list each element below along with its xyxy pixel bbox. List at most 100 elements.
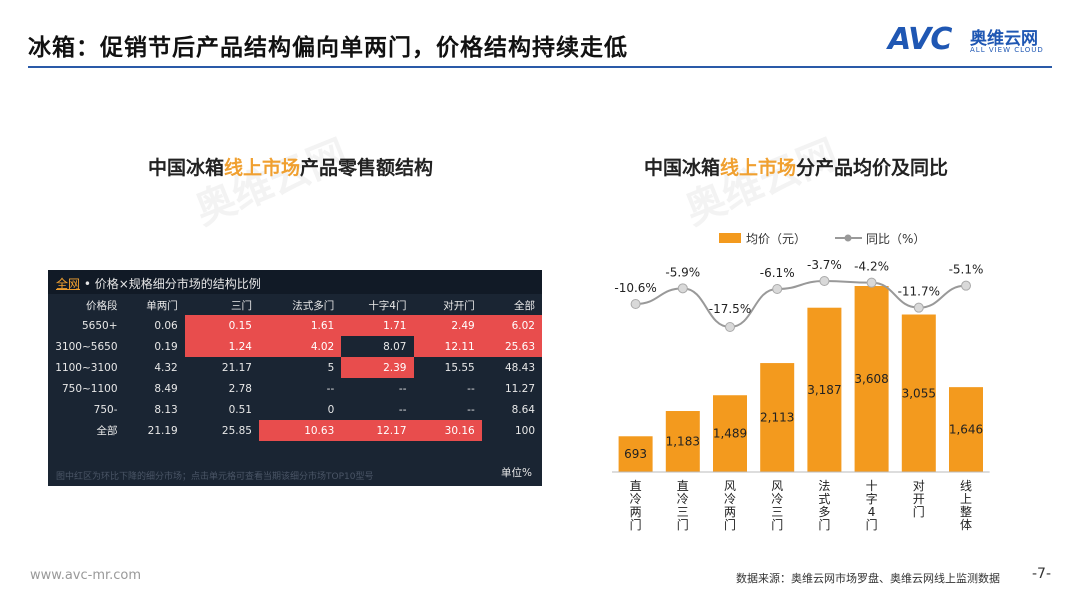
table-cell[interactable]: 15.55	[444, 361, 475, 374]
table-cell[interactable]: 12.11	[413, 336, 482, 357]
logo-cn: 奥维云网	[970, 29, 1038, 49]
table-cell[interactable]: 0.51	[228, 403, 252, 416]
bar-value-label: 3,608	[854, 372, 888, 386]
all-network-link[interactable]: 全网	[56, 277, 81, 291]
bar	[949, 387, 983, 472]
logo-en: ALL VIEW CLOUD	[970, 46, 1044, 54]
legend-label-bar: 均价（元）	[746, 232, 806, 246]
yoy-label: -10.6%	[614, 281, 656, 295]
yoy-label: -11.7%	[898, 285, 940, 299]
bar-value-label: 1,646	[949, 423, 983, 437]
table-cell[interactable]: 100	[514, 424, 535, 437]
table-row: 750~1100 8.49 2.78 -- -- -- 11.27	[48, 378, 542, 399]
avc-logo: AVC 奥维云网 ALL VIEW CLOUD	[888, 22, 1060, 60]
title-pre: 中国冰箱	[644, 157, 721, 179]
table-header-row: 价格段 单两门 三门 法式多门 十字4门 对开门 全部	[48, 295, 542, 315]
slide-title: 冰箱：促销节后产品结构偏向单两门，价格结构持续走低	[28, 35, 628, 61]
bar	[760, 363, 795, 472]
table-cell[interactable]: 0	[327, 403, 335, 416]
bar-value-label: 1,183	[666, 435, 700, 449]
table-cell[interactable]: 8.49	[154, 382, 178, 395]
footer-source: 数据来源：奥维云网市场罗盘、奥维云网线上监测数据	[736, 572, 1000, 585]
column-header: 十字4门	[368, 299, 407, 312]
table-cell[interactable]: --	[326, 382, 335, 395]
table-cell[interactable]: 21.17	[221, 361, 252, 374]
bar	[665, 411, 700, 472]
title-rule	[28, 66, 1052, 68]
table-cell[interactable]: 25.63	[481, 336, 542, 357]
table-cell[interactable]: 0.19	[154, 340, 178, 353]
table-unit: 单位%	[501, 467, 532, 479]
table-cell[interactable]: 8.64	[511, 403, 535, 416]
row-label: 3100~5650	[55, 340, 118, 353]
yoy-label: -17.5%	[709, 302, 751, 316]
bar	[901, 314, 936, 472]
table-cell[interactable]: 25.85	[221, 424, 252, 437]
bar	[807, 307, 842, 472]
category-label: 风冷三门	[771, 479, 783, 532]
yoy-label: -4.2%	[854, 260, 889, 274]
table-cell[interactable]: 30.16	[413, 420, 482, 441]
table-cell[interactable]: --	[398, 382, 407, 395]
column-header: 价格段	[86, 299, 118, 312]
title-highlight: 线上市场	[720, 157, 797, 179]
bar-value-label: 3,187	[807, 383, 841, 397]
table-cell[interactable]: 2.49	[413, 315, 482, 336]
bar	[854, 286, 889, 472]
title-highlight: 线上市场	[224, 157, 301, 179]
table-cell[interactable]: 10.63	[258, 420, 342, 441]
table-cell[interactable]: --	[467, 382, 475, 395]
bar-value-label: 2,113	[760, 411, 794, 425]
column-header: 全部	[514, 299, 535, 312]
table-cell[interactable]: 2.39	[341, 357, 414, 378]
table-cell[interactable]: 21.19	[147, 424, 178, 437]
table-cell[interactable]: 8.13	[154, 403, 178, 416]
yoy-point	[961, 280, 971, 291]
title-post: 分产品均价及同比	[796, 157, 949, 179]
category-label: 线上整体	[960, 479, 972, 532]
table-cell[interactable]: 0.06	[154, 319, 178, 332]
table-cell[interactable]: 12.17	[341, 420, 414, 441]
yoy-label: -6.1%	[760, 266, 795, 280]
table-cell[interactable]: 1.24	[184, 336, 259, 357]
category-label: 法式多门	[818, 479, 830, 532]
panel-header: 全网 • 价格×规格细分市场的结构比例	[48, 270, 542, 294]
row-label: 750~1100	[61, 382, 118, 395]
footer-url[interactable]: www.avc-mr.com	[30, 568, 142, 583]
table-row: 3100~5650 0.19 1.24 4.02 8.07 12.11 25.63	[48, 336, 542, 357]
legend-swatch-bar	[719, 233, 741, 243]
yoy-point	[725, 322, 735, 332]
table-cell[interactable]: 1.61	[258, 315, 342, 336]
yoy-point	[913, 302, 924, 313]
yoy-point	[819, 276, 830, 286]
yoy-point	[677, 283, 688, 294]
table-cell[interactable]: 5	[327, 361, 335, 374]
structure-table: 价格段 单两门 三门 法式多门 十字4门 对开门 全部 5650+ 0.06 0.15 1.61 1.…	[48, 295, 542, 441]
yoy-label: -5.1%	[949, 263, 984, 277]
table-cell[interactable]: --	[398, 403, 407, 416]
column-header: 法式多门	[292, 299, 335, 312]
table-cell[interactable]: 4.32	[154, 361, 178, 374]
bar-value-label: 1,489	[713, 427, 747, 441]
table-cell[interactable]: --	[467, 403, 475, 416]
category-label: 对开门	[913, 479, 925, 519]
row-label: 750-	[93, 403, 118, 416]
table-note: 图中红区为环比下降的细分市场；点击单元格可查看当期该细分市场TOP10型号	[56, 472, 374, 482]
table-cell[interactable]: 11.27	[504, 382, 535, 395]
category-label: 风冷两门	[724, 479, 736, 532]
table-cell[interactable]: 0.15	[184, 315, 259, 336]
category-label: 直冷两门	[630, 479, 642, 532]
legend-marker-line	[844, 234, 852, 242]
table-cell[interactable]: 48.43	[504, 361, 535, 374]
page-number: -7-	[1032, 566, 1052, 582]
table-cell[interactable]: 6.02	[481, 315, 542, 336]
left-chart-title: 中国冰箱线上市场产品零售额结构	[148, 153, 433, 180]
row-label: 1100~3100	[55, 361, 118, 374]
table-cell[interactable]: 4.02	[258, 336, 342, 357]
table-cell[interactable]: 1.71	[341, 315, 414, 336]
bar	[618, 436, 653, 472]
table-cell[interactable]: 8.07	[341, 336, 414, 357]
table-row: 1100~3100 4.32 21.17 5 2.39 15.55 48.43	[48, 357, 542, 378]
table-cell[interactable]: 2.78	[228, 382, 252, 395]
